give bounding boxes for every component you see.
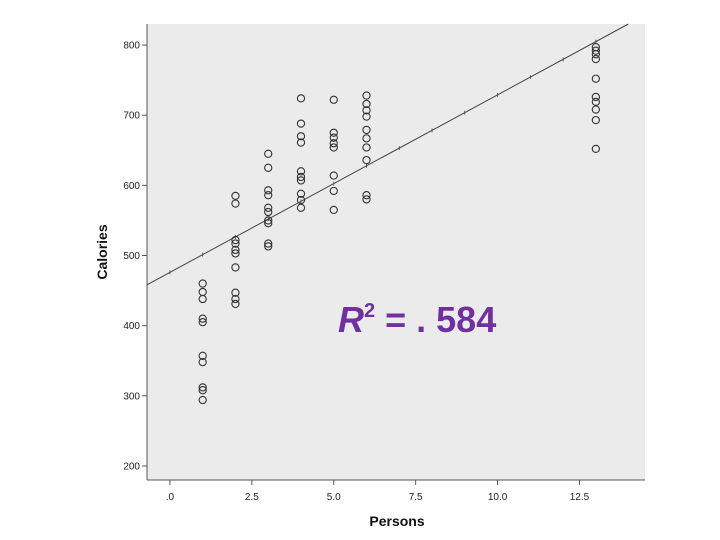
data-point	[296, 167, 306, 176]
data-point	[231, 249, 240, 258]
data-point	[362, 134, 371, 143]
y-tick-label: 200	[123, 461, 140, 472]
data-point	[264, 207, 273, 217]
data-point	[296, 176, 306, 185]
data-point	[264, 239, 273, 248]
r-squared-value: = . 584	[375, 299, 496, 340]
data-point	[264, 149, 273, 158]
data-point	[296, 132, 306, 141]
data-point	[231, 235, 240, 245]
x-tick-label: 2.5	[245, 492, 259, 503]
data-point	[231, 299, 240, 309]
data-point	[591, 92, 601, 102]
data-point	[198, 314, 207, 323]
x-tick-label: 5.0	[327, 492, 341, 503]
data-point	[362, 195, 371, 204]
data-point	[231, 245, 240, 255]
data-point	[362, 112, 371, 121]
data-point	[362, 91, 371, 100]
data-point	[198, 383, 207, 392]
data-point	[362, 155, 371, 165]
data-point	[591, 54, 601, 64]
data-point	[296, 119, 306, 128]
data-point	[362, 106, 371, 115]
y-tick-label: 700	[123, 111, 140, 122]
x-tick-label: 10.0	[488, 492, 508, 503]
y-axis-title: Calories	[94, 224, 110, 279]
y-tick-label: 600	[123, 181, 140, 192]
data-point	[591, 74, 601, 83]
data-point	[198, 351, 207, 360]
y-tick-label: 400	[123, 321, 140, 332]
plot-area	[147, 24, 645, 480]
axes: 200 300 400 500 600 700 800 .0 2.5 5.0 7.5 10.0 12.5	[123, 24, 645, 503]
data-point	[591, 115, 601, 125]
data-point	[198, 279, 207, 288]
data-point	[198, 395, 207, 405]
data-point	[296, 94, 306, 103]
x-axis-title: Persons	[369, 513, 424, 529]
data-point	[198, 357, 207, 367]
data-point	[231, 263, 240, 272]
data-point	[329, 205, 338, 215]
data-point	[591, 46, 601, 55]
data-point	[231, 199, 240, 208]
data-point	[329, 128, 338, 137]
data-point	[329, 139, 338, 148]
data-point	[329, 95, 338, 104]
data-point	[264, 219, 273, 228]
x-tick-label: 12.5	[570, 492, 590, 503]
data-point	[264, 242, 273, 251]
data-point	[329, 133, 338, 142]
data-point	[231, 239, 240, 248]
data-point	[296, 172, 306, 182]
data-point	[296, 138, 306, 147]
r-squared-annotation: R2 = . 584	[338, 299, 496, 340]
x-tick-label: 7.5	[409, 492, 423, 503]
data-point	[591, 50, 601, 59]
data-point	[329, 143, 338, 152]
data-point	[296, 203, 306, 212]
x-tick-label: .0	[166, 492, 175, 503]
data-point	[231, 294, 240, 304]
data-point	[264, 186, 273, 195]
fit-line	[146, 23, 629, 286]
data-point	[264, 191, 273, 200]
data-point	[296, 189, 306, 198]
data-point	[362, 143, 371, 152]
data-points	[198, 43, 601, 405]
data-point	[591, 105, 601, 114]
data-point	[362, 125, 371, 135]
data-point	[264, 163, 273, 172]
y-tick-label: 300	[123, 391, 140, 402]
data-point	[264, 203, 273, 212]
data-point	[362, 191, 371, 200]
r-squared-symbol: R	[338, 299, 364, 340]
data-point	[329, 186, 338, 196]
data-point	[362, 99, 371, 109]
y-tick-label: 800	[123, 41, 140, 52]
data-point	[198, 386, 207, 395]
data-point	[198, 318, 207, 327]
data-point	[198, 294, 207, 304]
data-point	[591, 144, 601, 154]
r-squared-superscript: 2	[364, 300, 375, 322]
y-tick-label: 500	[123, 251, 140, 262]
data-point	[329, 171, 338, 180]
data-point	[231, 288, 240, 297]
data-point	[264, 216, 273, 225]
